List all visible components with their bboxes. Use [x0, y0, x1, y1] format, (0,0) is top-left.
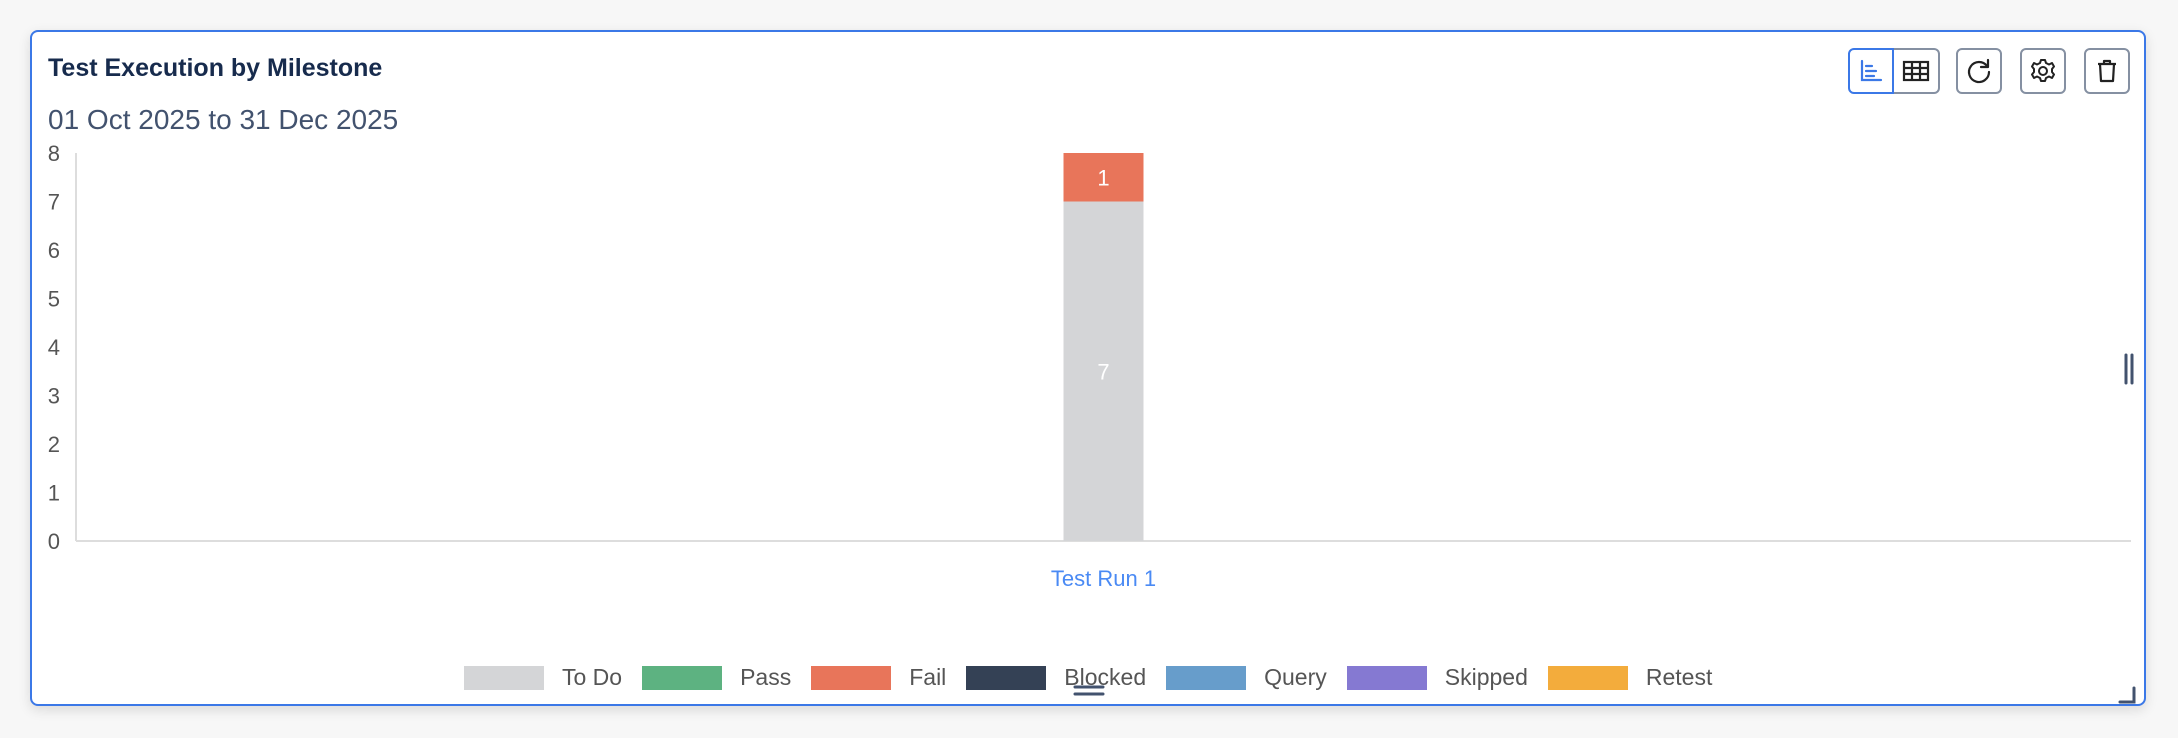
- widget-title: Test Execution by Milestone: [48, 54, 383, 82]
- legend-label: Pass: [740, 664, 792, 690]
- chart-view-button[interactable]: [1848, 48, 1894, 94]
- legend: To Do Pass Fail Blocked Query Skipped Retest: [464, 664, 1732, 691]
- legend-label: Skipped: [1444, 664, 1528, 690]
- legend-label: Retest: [1645, 664, 1713, 690]
- delete-button[interactable]: [2084, 48, 2130, 94]
- refresh-button[interactable]: [1956, 48, 2002, 94]
- resize-handle-corner[interactable]: [2118, 686, 2138, 706]
- view-toggle: [1848, 48, 1940, 94]
- table-view-button[interactable]: [1894, 48, 1940, 94]
- gear-icon: [2031, 59, 2055, 82]
- legend-item[interactable]: Pass: [642, 664, 791, 691]
- table-icon: [1902, 60, 1930, 82]
- legend-item[interactable]: Fail: [811, 664, 946, 691]
- resize-handle-right[interactable]: [2123, 353, 2135, 385]
- legend-label: Fail: [909, 664, 947, 690]
- legend-item[interactable]: Retest: [1547, 664, 1713, 691]
- legend-swatch: [1166, 665, 1247, 690]
- legend-item[interactable]: To Do: [464, 664, 622, 691]
- legend-swatch: [966, 665, 1047, 690]
- resize-handle-bottom[interactable]: [1073, 684, 1105, 698]
- legend-swatch: [464, 665, 544, 690]
- legend-item[interactable]: Skipped: [1346, 664, 1528, 691]
- date-range: 01 Oct 2025 to 31 Dec 2025: [48, 104, 399, 135]
- legend-item[interactable]: Query: [1166, 664, 1327, 691]
- settings-button[interactable]: [2020, 48, 2066, 94]
- refresh-icon: [1967, 58, 1991, 84]
- legend-swatch: [1346, 665, 1427, 690]
- legend-item[interactable]: Blocked: [966, 664, 1146, 691]
- bar-chart-icon: [1860, 59, 1883, 82]
- trash-icon: [2098, 59, 2116, 83]
- legend-label: To Do: [562, 664, 623, 690]
- legend-swatch: [1547, 665, 1628, 690]
- legend-swatch: [811, 665, 892, 690]
- legend-label: Query: [1264, 664, 1327, 690]
- legend-swatch: [642, 665, 723, 690]
